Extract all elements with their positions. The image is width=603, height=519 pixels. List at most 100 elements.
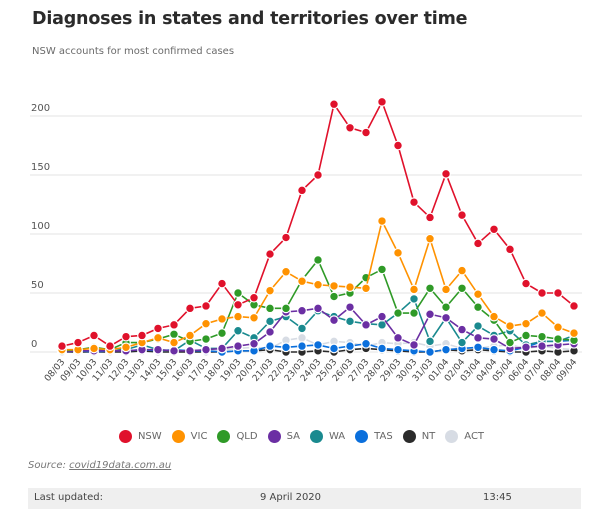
data-point-vic — [297, 276, 307, 287]
data-point-tas — [441, 344, 451, 355]
data-point-vic — [121, 342, 131, 353]
data-point-sa — [185, 345, 195, 356]
data-point-qld — [201, 334, 211, 344]
data-point-vic — [377, 216, 387, 226]
legend-label: NT — [421, 431, 436, 442]
data-point-qld — [473, 302, 483, 313]
data-point-nsw — [265, 249, 275, 259]
data-point-nsw — [441, 168, 451, 179]
last-updated-label: Last updated: — [34, 492, 103, 503]
data-point-vic — [249, 312, 259, 323]
legend-item-wa[interactable]: WA — [309, 430, 346, 443]
legend-dot-icon — [445, 430, 459, 443]
data-point-nsw — [505, 244, 515, 255]
data-point-vic — [265, 285, 275, 296]
data-point-sa — [393, 332, 403, 343]
data-point-wa — [297, 323, 307, 334]
data-point-sa — [265, 327, 275, 337]
data-point-wa — [409, 294, 419, 304]
data-point-vic — [553, 322, 563, 333]
data-point-sa — [521, 342, 531, 353]
chart-title: Diagnoses in states and territories over… — [32, 9, 468, 29]
y-tick-label: 150 — [31, 162, 50, 173]
data-point-nsw — [313, 170, 323, 180]
data-point-vic — [393, 247, 403, 258]
legend-item-tas[interactable]: TAS — [355, 430, 393, 443]
data-point-vic — [89, 343, 99, 354]
data-point-nsw — [185, 303, 195, 314]
data-point-nsw — [89, 330, 99, 341]
data-point-act — [297, 332, 307, 343]
legend-item-qld[interactable]: QLD — [217, 430, 258, 443]
data-point-vic — [409, 284, 419, 295]
legend-label: VIC — [190, 431, 208, 442]
data-point-sa — [201, 344, 211, 355]
legend-item-sa[interactable]: SA — [267, 430, 300, 443]
data-point-sa — [489, 334, 499, 344]
legend-item-act[interactable]: ACT — [445, 430, 484, 443]
data-point-nsw — [297, 185, 307, 196]
data-point-vic — [361, 283, 371, 294]
data-point-nsw — [281, 232, 291, 243]
data-point-nsw — [569, 301, 579, 311]
data-point-qld — [169, 329, 179, 340]
data-point-nsw — [473, 238, 483, 249]
data-point-qld — [521, 330, 531, 341]
data-point-sa — [377, 311, 387, 322]
data-point-nsw — [73, 337, 83, 348]
data-point-vic — [473, 289, 483, 300]
data-point-vic — [441, 284, 451, 295]
y-tick-label: 50 — [31, 280, 44, 291]
data-point-vic — [345, 282, 355, 293]
legend-dot-icon — [118, 430, 132, 443]
data-point-qld — [553, 334, 563, 344]
data-point-wa — [457, 337, 467, 348]
legend-dot-icon — [309, 430, 323, 443]
data-point-nsw — [393, 140, 403, 151]
data-point-vic — [153, 332, 163, 343]
data-point-vic — [569, 328, 579, 339]
legend-dot-icon — [171, 430, 185, 443]
data-point-tas — [329, 343, 339, 354]
legend-label: TAS — [374, 431, 393, 442]
data-point-qld — [265, 303, 275, 314]
legend-item-nsw[interactable]: NSW — [118, 430, 162, 443]
last-updated-time: 13:45 — [483, 492, 512, 503]
data-point-qld — [233, 288, 243, 298]
data-point-vic — [329, 281, 339, 291]
source-link[interactable]: covid19data.com.au — [69, 460, 172, 471]
data-point-sa — [361, 319, 371, 330]
data-point-vic — [185, 330, 195, 341]
data-point-qld — [329, 291, 339, 302]
data-point-vic — [537, 308, 547, 318]
data-point-vic — [505, 321, 515, 331]
data-point-nsw — [169, 319, 179, 330]
data-point-qld — [281, 303, 291, 314]
data-point-vic — [217, 314, 227, 324]
data-point-nsw — [345, 122, 355, 133]
data-point-qld — [457, 283, 467, 294]
data-point-sa — [217, 343, 227, 354]
y-tick-label: 0 — [31, 339, 37, 350]
legend-dot-icon — [355, 430, 369, 443]
data-point-nsw — [329, 99, 339, 110]
legend-item-vic[interactable]: VIC — [171, 430, 208, 443]
data-point-nsw — [153, 323, 163, 334]
legend-label: WA — [328, 431, 346, 442]
data-point-sa — [425, 309, 435, 320]
data-point-sa — [297, 305, 307, 316]
data-point-qld — [441, 302, 451, 313]
data-point-wa — [425, 336, 435, 347]
chart-subtitle: NSW accounts for most confirmed cases — [32, 46, 235, 57]
data-point-vic — [201, 318, 211, 329]
data-point-nsw — [137, 330, 147, 341]
legend-item-nt[interactable]: NT — [402, 430, 436, 443]
data-point-sa — [313, 303, 323, 314]
data-point-nsw — [57, 341, 67, 352]
data-point-nsw — [217, 278, 227, 289]
data-point-nsw — [553, 288, 563, 298]
data-point-wa — [473, 321, 483, 331]
legend-dot-icon — [267, 430, 281, 443]
